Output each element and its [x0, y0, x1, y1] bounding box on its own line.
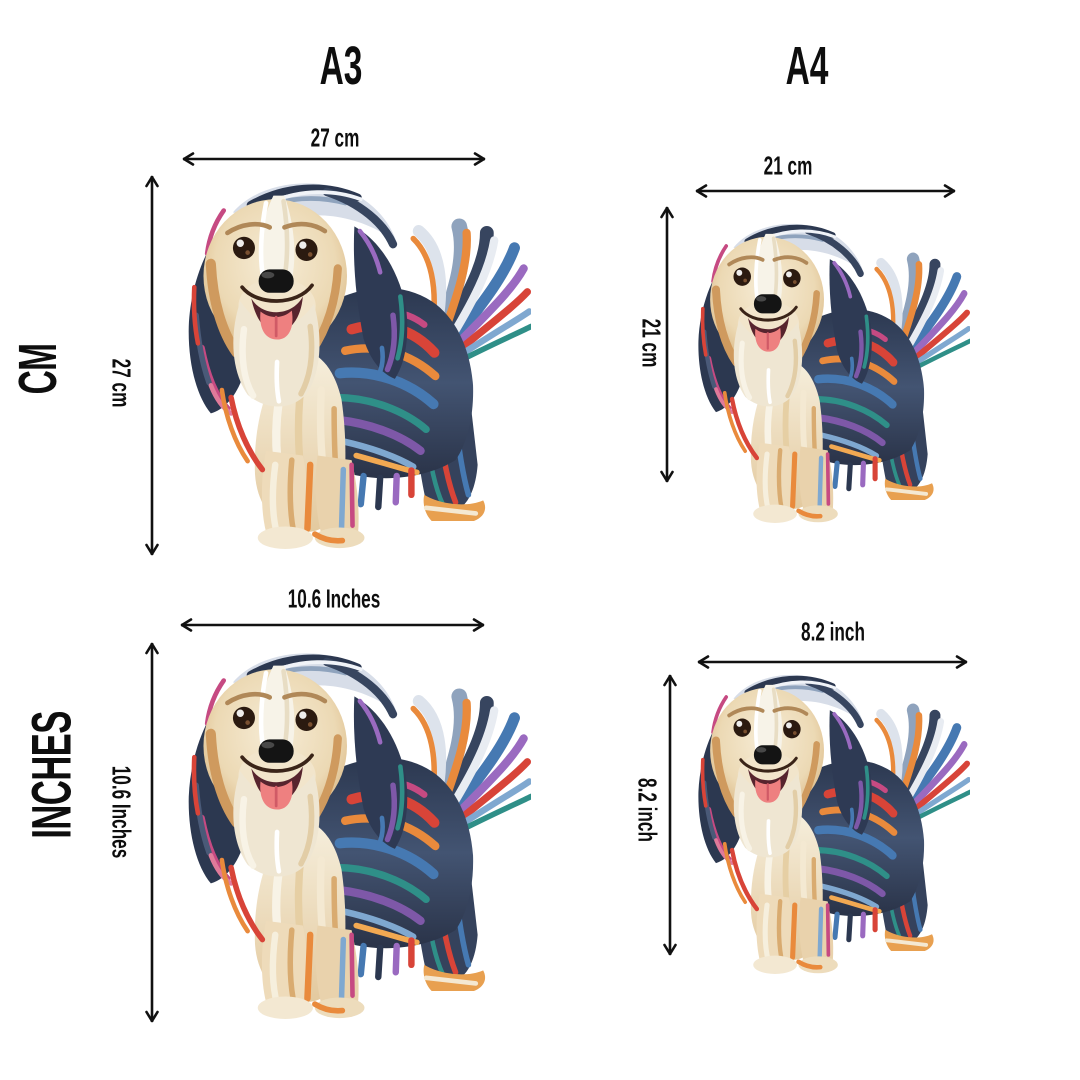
height-dimension-arrow — [660, 206, 674, 483]
dog-illustration-a4-inches — [678, 668, 970, 974]
dog-illustration-a3-inches — [163, 645, 531, 1019]
width-dimension-arrow — [180, 618, 485, 632]
column-header-a4: A4 — [785, 36, 829, 96]
height-dimension-arrow — [663, 674, 677, 956]
height-dimension-arrow — [145, 642, 159, 1023]
column-header-a3: A3 — [319, 36, 363, 96]
row-label-cm: CM — [8, 343, 68, 395]
width-dimension-label: 8.2 inch — [801, 616, 865, 647]
dog-illustration-a4-cm — [678, 217, 970, 523]
width-dimension-label: 21 cm — [763, 150, 813, 181]
height-dimension-label: 27 cm — [106, 358, 137, 408]
row-label-inches: INCHES — [19, 711, 83, 839]
width-dimension-label: 27 cm — [310, 122, 360, 153]
dog-illustration-a3-cm — [163, 175, 531, 549]
height-dimension-label: 10.6 Inches — [106, 765, 137, 859]
width-dimension-arrow — [697, 655, 968, 669]
height-dimension-arrow — [145, 175, 159, 556]
width-dimension-label: 10.6 Inches — [287, 583, 381, 614]
width-dimension-arrow — [695, 184, 956, 198]
height-dimension-label: 8.2 inch — [632, 778, 663, 842]
width-dimension-arrow — [182, 152, 486, 166]
